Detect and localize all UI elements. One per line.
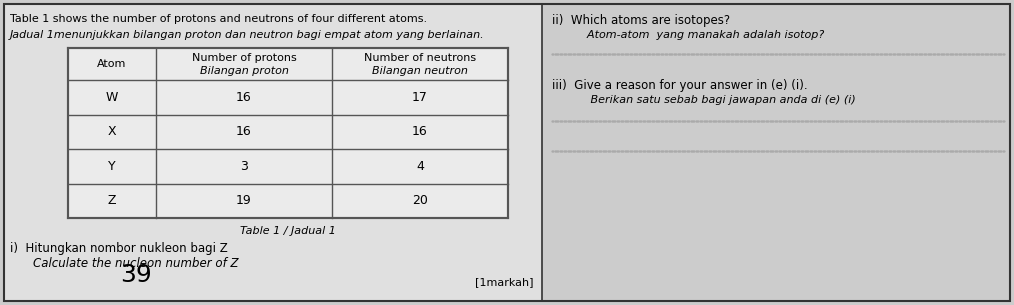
Text: [1markah]: [1markah] — [476, 277, 534, 287]
Text: 16: 16 — [236, 91, 251, 104]
Text: 20: 20 — [412, 194, 428, 207]
Text: 17: 17 — [412, 91, 428, 104]
Text: Atom-atom  yang manakah adalah isotop?: Atom-atom yang manakah adalah isotop? — [566, 30, 824, 40]
Text: 16: 16 — [236, 125, 251, 138]
Bar — [4, 4, 542, 301]
Text: 19: 19 — [236, 194, 251, 207]
Text: ii)  Which atoms are isotopes?: ii) Which atoms are isotopes? — [552, 14, 730, 27]
Text: i)  Hitungkan nombor nukleon bagi Z: i) Hitungkan nombor nukleon bagi Z — [10, 242, 228, 255]
Text: 4: 4 — [416, 160, 424, 173]
Text: Jadual 1menunjukkan bilangan proton dan neutron bagi empat atom yang berlainan.: Jadual 1menunjukkan bilangan proton dan … — [10, 30, 485, 40]
Text: Berikan satu sebab bagi jawapan anda di (e) (i): Berikan satu sebab bagi jawapan anda di … — [566, 95, 856, 105]
Text: iii)  Give a reason for your answer in (e) (i).: iii) Give a reason for your answer in (e… — [552, 79, 807, 92]
Text: Number of protons: Number of protons — [192, 53, 296, 63]
Bar — [68, 48, 508, 218]
Text: Bilangan neutron: Bilangan neutron — [372, 66, 467, 76]
Text: Table 1 shows the number of protons and neutrons of four different atoms.: Table 1 shows the number of protons and … — [10, 14, 427, 24]
Text: 16: 16 — [412, 125, 428, 138]
Text: X: X — [107, 125, 117, 138]
Text: Y: Y — [108, 160, 116, 173]
Text: Z: Z — [107, 194, 117, 207]
Text: Number of neutrons: Number of neutrons — [364, 53, 476, 63]
Text: 39: 39 — [120, 263, 152, 287]
Bar — [542, 4, 1010, 301]
Text: Atom: Atom — [97, 59, 127, 69]
Text: W: W — [105, 91, 119, 104]
Text: Calculate the nucleon number of Z: Calculate the nucleon number of Z — [18, 257, 238, 270]
Text: Bilangan proton: Bilangan proton — [200, 66, 288, 76]
Text: 3: 3 — [240, 160, 248, 173]
Text: Table 1 / Jadual 1: Table 1 / Jadual 1 — [240, 226, 336, 236]
